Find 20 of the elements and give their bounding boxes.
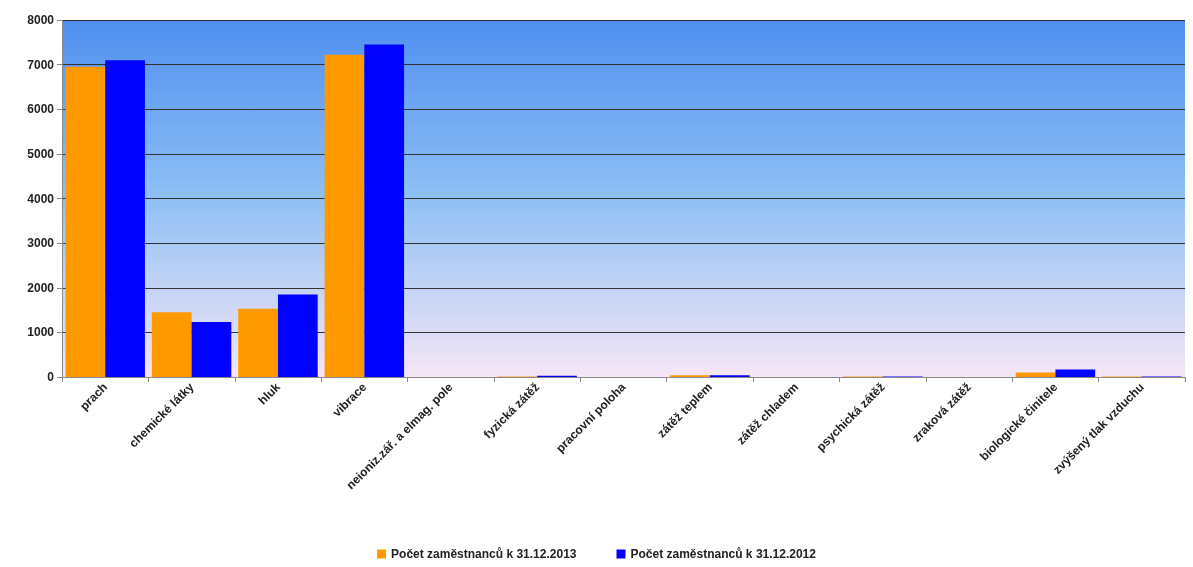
bar [277,294,318,377]
bar [105,60,145,377]
legend-label: Počet zaměstnanců k 31.12.2013 [391,547,577,561]
y-tick-label: 7000 [27,57,55,72]
bar [151,312,192,377]
bar [238,308,278,377]
y-tick-label: 0 [47,370,55,384]
y-tick-label: 3000 [27,236,55,251]
legend-label: Počet zaměstnanců k 31.12.2012 [630,547,817,561]
bar [364,44,405,377]
y-tick-label: 5000 [27,146,55,161]
bar [65,66,106,377]
y-tick-label: 1000 [27,325,55,340]
bar [324,54,365,377]
y-tick-label: 4000 [27,191,55,206]
y-tick-label: 8000 [27,13,55,27]
y-tick-label: 2000 [27,280,55,295]
y-tick-label: 6000 [27,102,55,117]
bar [191,322,232,377]
bar [1055,369,1096,377]
